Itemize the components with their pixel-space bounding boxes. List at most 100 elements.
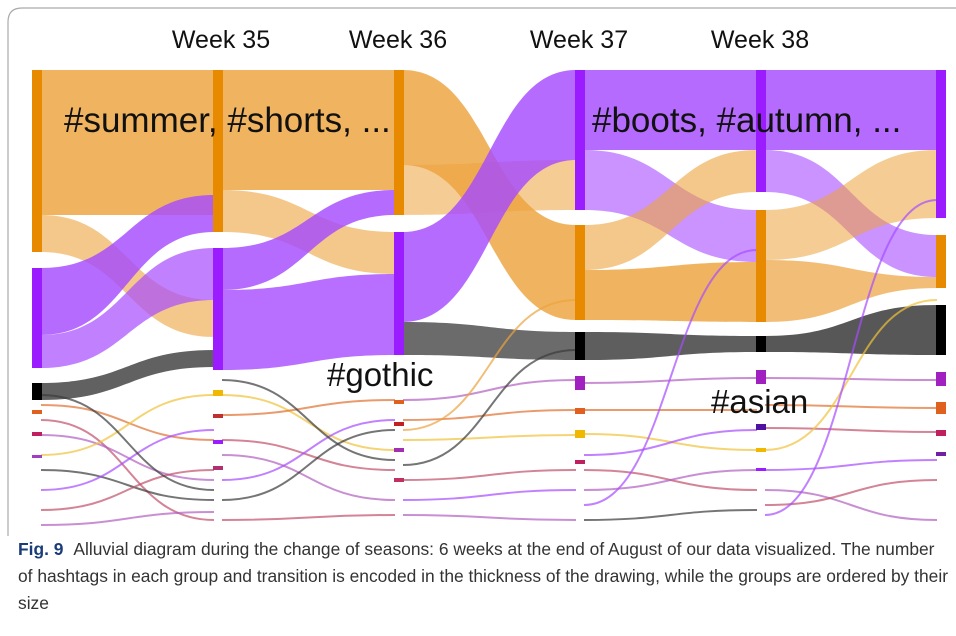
flow-line [221,439,396,471]
group-node [32,432,42,436]
group-node [213,466,223,470]
group-node [32,410,42,414]
flow [222,274,395,370]
flow-line [402,299,577,431]
flow-line [764,479,938,506]
flow-line [40,404,215,441]
alluvial-diagram: Week 35 Week 36 Week 37 Week 38 #summer,… [7,7,956,536]
flow [41,195,214,335]
group-node [32,268,42,368]
group-node [575,408,585,414]
flow-line [40,434,215,481]
group-node [32,455,42,458]
group-node [213,70,223,232]
column-label: Week 38 [711,26,809,54]
group-node [756,70,766,192]
group-node [213,440,223,444]
flow [765,150,937,260]
flow-line [221,419,396,481]
flow-line [402,514,577,521]
group-node [936,235,946,288]
flow-line [764,377,938,381]
group-label: #summer, #shorts, ... [64,101,391,140]
flow [41,350,214,400]
flow-line [40,394,215,491]
group-node [936,452,946,456]
group-node [394,400,404,404]
group-node [575,376,585,390]
flow-line [764,489,938,521]
flow [765,260,937,322]
group-node [394,422,404,426]
flow-line [764,459,938,471]
group-node [394,70,404,215]
flow-line [402,469,577,481]
flow-line [40,469,215,501]
group-node [756,468,766,471]
flow [584,332,757,360]
flow-line [221,379,396,461]
group-node [394,478,404,482]
flow-line [583,429,758,456]
column-label: Week 36 [349,26,447,54]
flow-line [40,511,215,526]
flow [584,70,757,150]
flow [765,70,937,150]
group-node [936,70,946,218]
flow-line [402,409,577,421]
flow-line [40,469,215,511]
flow-line [40,394,215,456]
flow-line [402,349,577,466]
flow-line [583,509,758,521]
group-node [32,70,42,252]
flow [403,322,576,360]
group-node [936,372,946,386]
frame [7,7,956,536]
group-node [756,336,766,352]
flow-line [402,489,577,501]
group-node [575,225,585,320]
flows [40,70,938,526]
flow-line [221,454,396,501]
group-node [213,390,223,396]
group-node [756,424,766,430]
flow [41,248,214,368]
flow [222,190,395,290]
nodes [32,70,946,482]
flow-line [40,429,215,491]
flow-line [402,379,577,401]
group-node [936,402,946,414]
group-node [575,460,585,464]
group-node [394,232,404,355]
flow-line [583,249,758,506]
group-node [756,210,766,322]
caption-text: Alluvial diagram during the change of se… [18,539,949,613]
flow-line [764,299,938,451]
flow-line [583,469,758,491]
group-node [32,383,42,400]
flow-line [221,514,396,521]
flow-line [221,394,396,451]
group-label: #asian [711,383,808,420]
flow [41,70,214,215]
flow [584,262,757,322]
group-node [575,332,585,360]
group-node [575,70,585,210]
group-node [756,448,766,452]
group-node [936,305,946,355]
caption: Fig. 9 Alluvial diagram during the change… [18,536,948,617]
flow [765,305,937,355]
flow [222,70,395,190]
flow [403,70,576,322]
flow [584,150,757,270]
flow-line [40,419,215,521]
group-node [756,370,766,384]
column-label: Week 37 [530,26,628,54]
group-node [213,248,223,370]
flow-line [402,434,577,441]
group-node [394,448,404,452]
flow-line [221,429,396,501]
column-label: Week 35 [172,26,270,54]
flow-line [764,427,938,433]
group-node [213,414,223,418]
